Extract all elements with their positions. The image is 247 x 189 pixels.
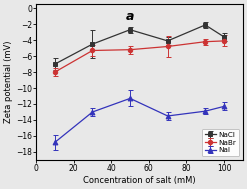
Text: a: a [126,9,134,22]
X-axis label: Concentration of salt (mM): Concentration of salt (mM) [83,176,196,185]
Legend: NaCl, NaBr, NaI: NaCl, NaBr, NaI [202,129,239,156]
Y-axis label: Zeta potential (mV): Zeta potential (mV) [4,41,13,123]
